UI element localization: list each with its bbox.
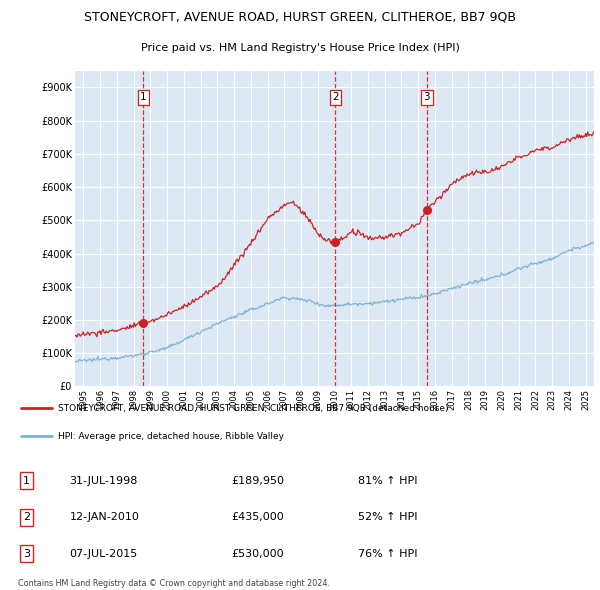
- Text: £189,950: £189,950: [231, 476, 284, 486]
- Text: 1: 1: [140, 93, 146, 103]
- Text: STONEYCROFT, AVENUE ROAD, HURST GREEN, CLITHEROE, BB7 9QB: STONEYCROFT, AVENUE ROAD, HURST GREEN, C…: [84, 11, 516, 24]
- Text: £435,000: £435,000: [231, 512, 284, 522]
- Text: 3: 3: [23, 549, 30, 559]
- Text: 52% ↑ HPI: 52% ↑ HPI: [358, 512, 417, 522]
- Text: 07-JUL-2015: 07-JUL-2015: [70, 549, 138, 559]
- Text: Contains HM Land Registry data © Crown copyright and database right 2024.: Contains HM Land Registry data © Crown c…: [18, 579, 329, 588]
- Text: £530,000: £530,000: [231, 549, 284, 559]
- Text: 31-JUL-1998: 31-JUL-1998: [70, 476, 138, 486]
- Text: 2: 2: [23, 512, 30, 522]
- Text: HPI: Average price, detached house, Ribble Valley: HPI: Average price, detached house, Ribb…: [58, 432, 284, 441]
- Text: 1: 1: [23, 476, 30, 486]
- Text: STONEYCROFT, AVENUE ROAD, HURST GREEN, CLITHEROE, BB7 9QB (detached house): STONEYCROFT, AVENUE ROAD, HURST GREEN, C…: [58, 404, 449, 413]
- Text: Price paid vs. HM Land Registry's House Price Index (HPI): Price paid vs. HM Land Registry's House …: [140, 43, 460, 53]
- Text: 2: 2: [332, 93, 338, 103]
- Text: 76% ↑ HPI: 76% ↑ HPI: [358, 549, 417, 559]
- Text: 3: 3: [424, 93, 430, 103]
- Text: 81% ↑ HPI: 81% ↑ HPI: [358, 476, 417, 486]
- Text: 12-JAN-2010: 12-JAN-2010: [70, 512, 139, 522]
